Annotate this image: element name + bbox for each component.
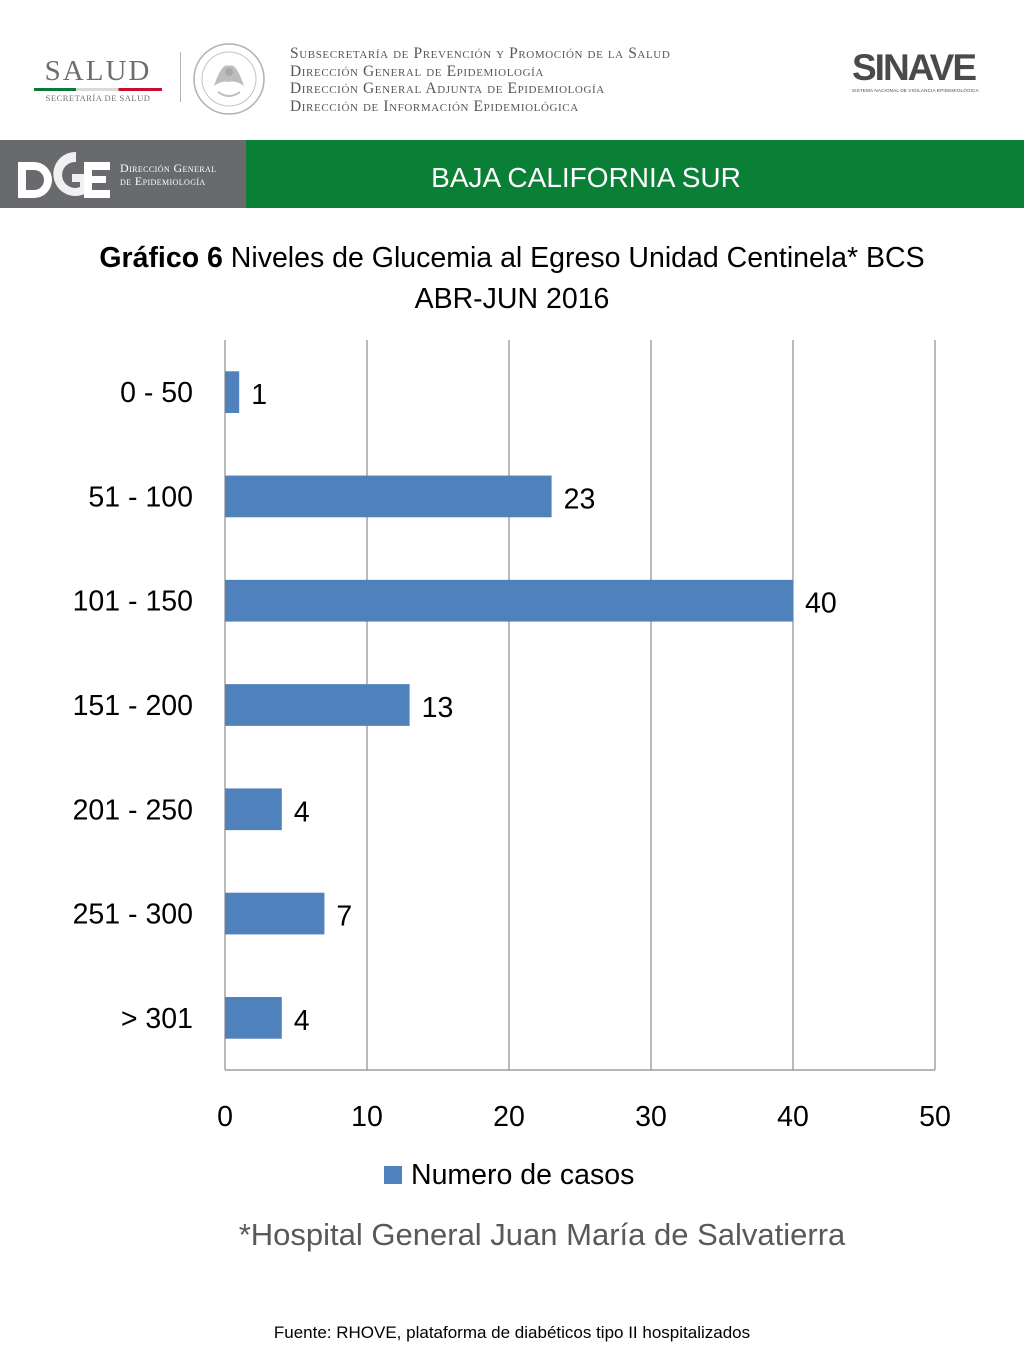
chart-legend: Numero de casos [384,1158,634,1192]
category-label-3: 151 - 200 [73,690,193,722]
banner: Dirección General de Epidemiología BAJA … [0,140,1024,208]
mexico-seal-icon [193,43,265,115]
category-label-1: 51 - 100 [88,481,193,513]
agency-lines: Subsecretaría de Prevención y Promoción … [290,45,670,115]
footnote: *Hospital General Juan María de Salvatie… [238,1217,846,1252]
salud-logo-word: SALUD [44,55,152,87]
banner-grey-block [0,140,246,208]
bar-2 [225,579,793,622]
x-tick-label-50: 50 [919,1101,951,1133]
legend-label: Numero de casos [411,1159,635,1191]
sinave-logo-sub: SISTEMA NACIONAL DE VIGILANCIA EPIDEMIOL… [852,88,979,93]
bar-chart: 0 10 20 30 40 50 0 - 50 1 51 - 100 23 101 - 150 40 1… [73,340,951,1133]
bar-4 [225,788,282,831]
data-label-6: 4 [294,1005,310,1037]
data-label-0: 1 [251,379,267,411]
dge-logo-icon [18,151,110,198]
dge-text-line-1: Dirección General [120,161,217,175]
category-label-4: 201 - 250 [73,794,193,826]
bar-1 [225,475,552,518]
source-note: Fuente: RHOVE, plataforma de diabéticos … [273,1323,751,1342]
agency-line-4: Dirección de Información Epidemiológica [290,97,579,115]
dge-logo-text: Dirección General de Epidemiología [120,162,216,188]
agency-line-3: Dirección General Adjunta de Epidemiolog… [290,80,605,97]
chart-title-line-2: ABR-JUN 2016 [414,283,610,315]
legend-swatch [384,1166,402,1184]
bar-5 [225,892,325,935]
agency-line-1: Subsecretaría de Prevención y Promoción … [290,45,671,62]
data-label-2: 40 [805,588,837,620]
bar-6 [225,997,282,1039]
dge-text-line-2: de Epidemiología [120,174,206,188]
chart-title: Gráfico 6 Niveles de Glucemia al Egreso … [40,238,984,320]
salud-logo: SALUD SECRETARÍA DE SALUD [28,56,168,106]
category-label-0: 0 - 50 [120,377,193,409]
category-label-5: 251 - 300 [73,899,193,931]
x-tick-label-40: 40 [777,1101,809,1133]
page-header: SALUD SECRETARÍA DE SALUD Subsecretaría … [0,0,1024,140]
salud-logo-sub: SECRETARÍA DE SALUD [45,93,151,103]
state-name: BAJA CALIFORNIA SUR [431,162,741,193]
sinave-logo: SINAVE SISTEMA NACIONAL DE VIGILANCIA EP… [852,48,992,98]
data-label-3: 13 [422,692,454,724]
x-tick-label-0: 0 [217,1101,233,1133]
chart-title-bold: Gráfico 6 [99,242,223,274]
banner-green-block [246,140,1024,208]
category-label-2: 101 - 150 [73,586,193,618]
sinave-logo-mark: SINAVE [852,47,977,88]
x-tick-label-10: 10 [351,1101,383,1133]
category-label-6: > 301 [121,1003,193,1035]
chart-title-rest: Niveles de Glucemia al Egreso Unidad Cen… [222,242,925,274]
chart-title-line-1: Gráfico 6 Niveles de Glucemia al Egreso … [40,238,984,279]
x-tick-label-30: 30 [635,1101,667,1133]
header-divider [180,52,181,102]
salud-logo-tricolor-rule [34,88,162,91]
bar-0 [225,371,240,413]
data-label-5: 7 [336,901,352,933]
data-label-1: 23 [564,483,596,515]
agency-line-2: Dirección General de Epidemiología [290,62,544,80]
data-label-4: 4 [294,796,310,828]
bar-3 [225,684,410,726]
x-tick-label-20: 20 [493,1101,525,1133]
